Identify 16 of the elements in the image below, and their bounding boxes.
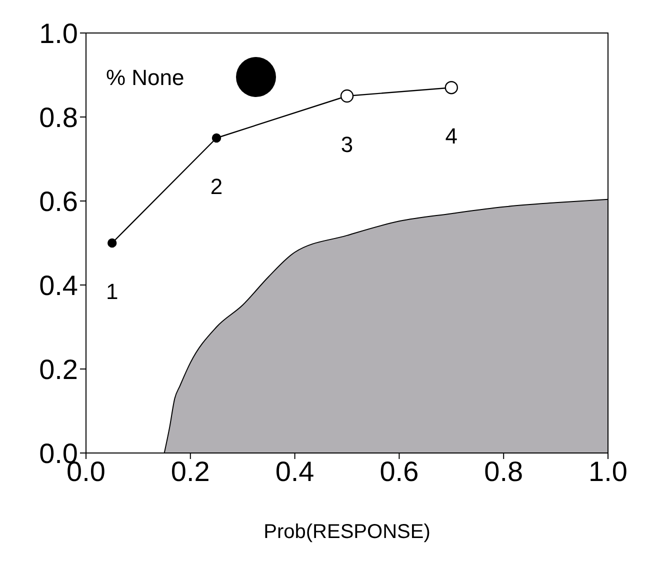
x-tick-label: 0.6	[380, 456, 419, 487]
y-tick-label: 0.4	[39, 270, 78, 301]
y-tick-label: 0.2	[39, 354, 78, 385]
y-tick-label: 0.8	[39, 102, 78, 133]
annotation: % None	[106, 65, 184, 90]
x-tick-label: 0.8	[484, 456, 524, 487]
annotation: 3	[340, 132, 354, 157]
annotation: 4	[445, 124, 458, 149]
annotation: 1	[106, 279, 118, 304]
y-tick-label: 1.0	[39, 18, 78, 49]
x-tick-label: 0.4	[275, 456, 314, 487]
x-tick-label: 0.2	[170, 456, 210, 487]
x-tick-label: 1.0	[588, 456, 628, 487]
annotation: 2	[210, 174, 223, 199]
y-tick-label: 0.6	[39, 186, 78, 217]
x-axis-title: Prob(RESPONSE)	[264, 521, 430, 543]
